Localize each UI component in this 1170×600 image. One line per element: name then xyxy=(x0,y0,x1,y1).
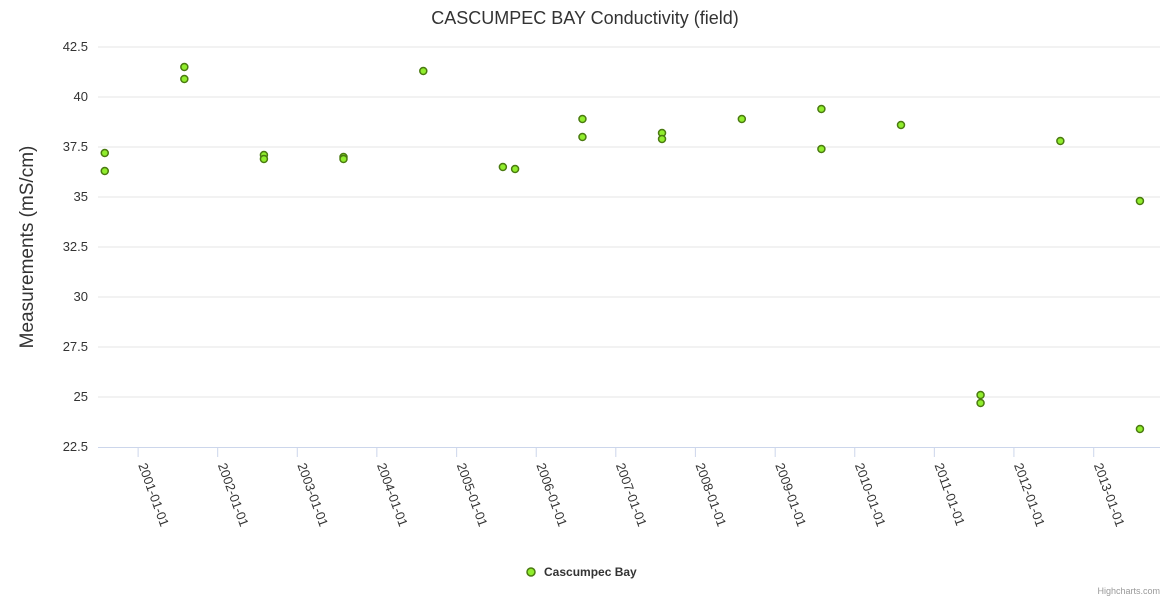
data-point[interactable] xyxy=(578,114,587,124)
x-axis-ticks: 2001-01-01 2002-01-01 2003-01-01 2004-01-01… xyxy=(135,447,1128,529)
data-point[interactable] xyxy=(180,74,189,84)
y-tick-label: 27.5 xyxy=(63,339,88,354)
chart-title: CASCUMPEC BAY Conductivity (field) xyxy=(431,8,738,28)
y-tick-label: 35 xyxy=(74,189,88,204)
y-tick-label: 42.5 xyxy=(63,39,88,54)
y-tick-label: 30 xyxy=(74,289,88,304)
x-tick-label: 2008-01-01 xyxy=(693,461,730,529)
grid-lines xyxy=(98,46,1160,398)
y-axis-ticks: 22.5 25 27.5 30 32.5 35 37.5 40 42.5 xyxy=(63,39,88,454)
y-tick-label: 22.5 xyxy=(63,439,88,454)
data-point[interactable] xyxy=(1056,136,1065,146)
data-point[interactable] xyxy=(976,398,985,408)
y-tick-label: 37.5 xyxy=(63,139,88,154)
x-tick-label: 2006-01-01 xyxy=(533,461,570,529)
series-cascumpec-bay[interactable] xyxy=(100,62,1145,434)
data-point[interactable] xyxy=(976,390,985,400)
credits-link[interactable]: Highcharts.com xyxy=(1097,586,1160,596)
x-tick-label: 2012-01-01 xyxy=(1011,461,1048,529)
data-point[interactable] xyxy=(1135,196,1145,206)
data-point[interactable] xyxy=(339,154,348,164)
data-point[interactable] xyxy=(498,162,508,172)
x-tick-label: 2004-01-01 xyxy=(374,461,411,529)
data-point[interactable] xyxy=(896,120,906,130)
data-point[interactable] xyxy=(657,134,667,144)
legend-marker[interactable] xyxy=(526,567,536,577)
data-point[interactable] xyxy=(578,132,587,142)
y-tick-label: 40 xyxy=(74,89,88,104)
x-tick-label: 2007-01-01 xyxy=(613,461,650,529)
data-point[interactable] xyxy=(259,154,269,164)
data-point[interactable] xyxy=(100,148,110,158)
x-tick-label: 2003-01-01 xyxy=(294,461,331,529)
x-tick-label: 2010-01-01 xyxy=(852,461,889,529)
x-tick-label: 2011-01-01 xyxy=(932,461,969,528)
x-tick-label: 2013-01-01 xyxy=(1091,461,1128,529)
data-point[interactable] xyxy=(817,104,826,114)
data-point[interactable] xyxy=(1135,424,1145,434)
y-tick-label: 32.5 xyxy=(63,239,88,254)
x-tick-label: 2002-01-01 xyxy=(215,461,252,529)
x-tick-label: 2005-01-01 xyxy=(454,461,491,529)
x-tick-label: 2001-01-01 xyxy=(135,461,172,529)
y-axis-label: Measurements (mS/cm) xyxy=(17,146,38,349)
data-point[interactable] xyxy=(510,164,520,174)
x-tick-label: 2009-01-01 xyxy=(772,461,809,529)
legend-label[interactable]: Cascumpec Bay xyxy=(544,565,637,579)
legend[interactable]: Cascumpec Bay xyxy=(526,565,637,579)
data-point[interactable] xyxy=(180,62,189,72)
data-point[interactable] xyxy=(419,66,428,76)
y-tick-label: 25 xyxy=(74,389,88,404)
data-point[interactable] xyxy=(737,114,747,124)
data-point[interactable] xyxy=(817,144,826,154)
data-point[interactable] xyxy=(100,166,110,176)
